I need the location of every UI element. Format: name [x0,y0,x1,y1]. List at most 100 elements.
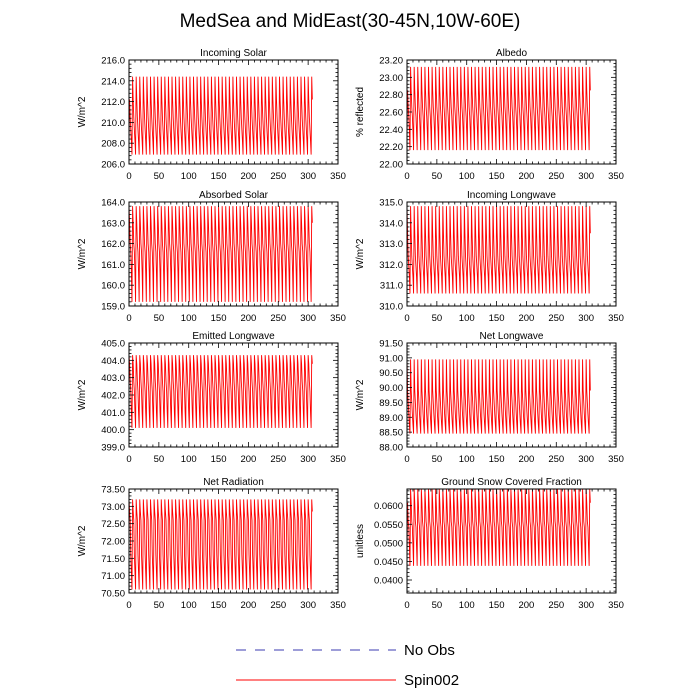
y-tick-label: 0.0450 [374,557,403,568]
series-line-spin002-incoming-longwave [407,206,591,294]
panel-title: Albedo [496,48,528,59]
y-tick-label: 73.00 [101,502,125,513]
y-tick-label: 212.0 [101,97,125,108]
panel-title: Incoming Longwave [467,190,556,201]
y-tick-label: 22.40 [379,125,403,136]
plot-frame-ground-snow-covered-fraction [406,488,617,594]
y-tick-label: 71.50 [101,554,125,565]
y-tick-label: 91.00 [379,353,403,364]
x-tick-label: 300 [300,454,316,465]
x-tick-label: 250 [548,171,564,182]
y-tick-label: 0.0550 [374,520,403,531]
x-tick-label: 50 [432,454,443,465]
series-line-spin002-net-longwave [407,359,591,434]
y-tick-label: 0.0600 [374,501,403,512]
series-line-spin002-incoming-solar [129,76,313,155]
x-tick-label: 50 [154,313,165,324]
series-line-spin002-ground-snow-covered-fraction [407,489,591,566]
y-axis-label: unitless [355,524,366,558]
x-tick-label: 350 [608,313,624,324]
y-tick-label: 206.0 [101,160,125,171]
x-tick-label: 150 [489,600,505,611]
y-tick-label: 89.00 [379,413,403,424]
panel-net-radiation: 0 50 100 150 200 250 300 350 70.50 71.00 71.50 72.0… [77,477,346,611]
x-tick-label: 50 [432,171,443,182]
y-tick-label: 73.50 [101,485,125,496]
y-tick-label: 161.0 [101,260,125,271]
x-tick-label: 350 [330,600,346,611]
x-tick-label: 200 [518,313,534,324]
panel-title: Net Longwave [480,331,544,342]
y-tick-label: 160.0 [101,281,125,292]
y-tick-label: 312.0 [379,260,403,271]
x-tick-label: 350 [608,171,624,182]
plot-frame-incoming-longwave [406,201,617,307]
y-tick-label: 214.0 [101,76,125,87]
y-tick-label: 216.0 [101,56,125,67]
y-tick-label: 22.60 [379,108,403,119]
y-tick-label: 89.50 [379,398,403,409]
x-tick-label: 300 [578,313,594,324]
x-tick-label: 100 [181,600,197,611]
x-tick-label: 50 [432,600,443,611]
x-tick-label: 100 [459,454,475,465]
y-tick-label: 70.50 [101,589,125,600]
y-tick-label: 315.0 [379,198,403,209]
x-tick-label: 300 [578,600,594,611]
x-tick-label: 250 [548,313,564,324]
x-tick-label: 50 [154,454,165,465]
y-axis-label: % reflected [355,87,366,137]
panel-incoming-longwave: 0 50 100 150 200 250 300 350 310.0 311.0 312.0 313.… [355,190,624,324]
x-tick-label: 250 [548,454,564,465]
x-tick-label: 0 [404,454,409,465]
y-tick-label: 72.00 [101,537,125,548]
y-tick-label: 314.0 [379,218,403,229]
x-tick-label: 50 [432,313,443,324]
y-tick-label: 22.20 [379,142,403,153]
y-tick-label: 405.0 [101,339,125,350]
x-tick-label: 150 [211,313,227,324]
y-tick-label: 22.00 [379,160,403,171]
panel-albedo: 0 50 100 150 200 250 300 350 22.00 22.20 22.40 22.6… [355,48,624,182]
y-tick-label: 162.0 [101,239,125,250]
x-tick-label: 200 [240,600,256,611]
x-tick-label: 0 [404,313,409,324]
series-line-spin002-albedo [407,66,591,151]
x-tick-label: 50 [154,171,165,182]
x-tick-label: 200 [240,171,256,182]
series-line-spin002-net-radiation [129,499,313,590]
x-tick-label: 100 [181,313,197,324]
x-tick-label: 300 [300,313,316,324]
y-tick-label: 311.0 [380,281,403,292]
y-tick-label: 71.00 [101,571,125,582]
panel-title: Net Radiation [203,477,264,488]
y-axis-label: W/m^2 [77,379,88,410]
legend-label-spin002: Spin002 [404,672,459,689]
panel-title: Absorbed Solar [199,190,269,201]
x-tick-label: 100 [459,313,475,324]
x-tick-label: 350 [608,600,624,611]
x-tick-label: 150 [489,454,505,465]
x-tick-label: 0 [126,171,131,182]
panel-incoming-solar: 0 50 100 150 200 250 300 350 206.0 208.0 210.0 212.… [77,48,346,182]
y-tick-label: 72.50 [101,519,125,530]
x-tick-label: 300 [578,171,594,182]
x-tick-label: 200 [518,171,534,182]
y-tick-label: 313.0 [379,239,403,250]
panel-title: Incoming Solar [200,48,267,59]
x-tick-label: 350 [330,313,346,324]
x-tick-label: 0 [126,313,131,324]
x-tick-label: 200 [240,313,256,324]
plot-frame-absorbed-solar [128,201,339,307]
y-tick-label: 23.20 [379,56,403,67]
x-tick-label: 200 [518,600,534,611]
x-tick-label: 250 [270,171,286,182]
x-tick-label: 150 [211,454,227,465]
panel-ground-snow-covered-fraction: 0 50 100 150 200 250 300 350 0.0400 0.0450 0.0500 0… [355,477,624,611]
x-tick-label: 300 [578,454,594,465]
x-tick-label: 250 [270,313,286,324]
x-tick-label: 0 [126,454,131,465]
x-tick-label: 0 [404,171,409,182]
plot-frame-incoming-solar [128,59,339,165]
y-tick-label: 403.0 [101,373,125,384]
